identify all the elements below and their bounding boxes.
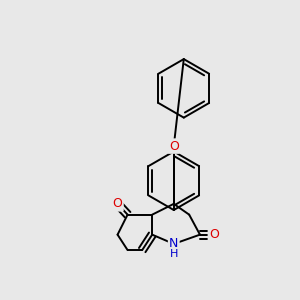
Text: O: O [169,140,179,153]
Text: H: H [169,249,178,259]
Text: O: O [209,228,219,241]
Text: O: O [112,197,122,210]
Text: N: N [169,237,178,250]
